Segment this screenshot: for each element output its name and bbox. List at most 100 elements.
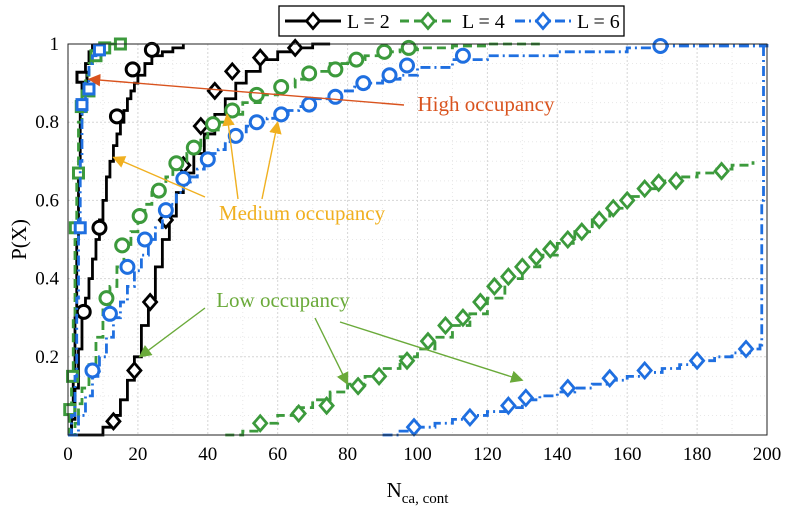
data-point: [454, 308, 472, 328]
data-point: [251, 413, 269, 433]
x-tick-label: 40: [198, 444, 217, 465]
data-point: [304, 11, 322, 31]
data-point: [290, 403, 308, 424]
data-point: [400, 39, 417, 56]
data-point: [667, 171, 685, 191]
data-point: [248, 86, 265, 103]
data-point: [136, 231, 153, 248]
data-point: [131, 208, 148, 225]
legend-label: L = 6: [577, 11, 620, 33]
x-tick-label: 120: [473, 444, 502, 465]
data-point: [157, 202, 174, 219]
data-point: [273, 79, 290, 96]
data-point: [114, 237, 131, 254]
data-point: [73, 221, 87, 235]
data-point: [454, 47, 471, 64]
data-point: [175, 170, 192, 187]
series-l6-low: [382, 44, 765, 437]
data-point: [227, 127, 244, 144]
annotation-arrow: [261, 120, 282, 200]
x-tick-label: 140: [543, 444, 572, 465]
y-tick-label: 0.4: [35, 269, 59, 290]
data-point: [105, 411, 122, 431]
y-tick-label: 0.2: [35, 347, 59, 368]
x-axis-label-subscript: ca, cont: [402, 491, 449, 507]
data-point: [75, 70, 89, 84]
data-point: [82, 82, 96, 96]
data-point: [517, 388, 535, 408]
data-point: [150, 182, 167, 199]
series-layer: [63, 37, 769, 437]
data-point: [419, 11, 437, 31]
x-tick-label: 200: [753, 444, 782, 465]
data-point: [513, 257, 531, 277]
data-point: [500, 267, 517, 287]
series-line: [68, 44, 769, 437]
legend: L = 2 L = 4 L = 6: [278, 5, 625, 37]
data-point: [376, 43, 393, 60]
annotation-layer: High occupancy Medium occupancy Low occupa…: [87, 73, 555, 386]
data-point: [399, 57, 416, 74]
data-point: [273, 106, 290, 123]
legend-box: [278, 5, 625, 37]
legend-label: L = 4: [462, 11, 505, 33]
data-point: [636, 179, 654, 199]
data-point: [91, 219, 108, 236]
data-point: [573, 222, 591, 242]
y-tick-label: 1: [50, 34, 60, 55]
data-point: [143, 41, 160, 58]
data-point: [205, 116, 222, 133]
data-point: [63, 403, 77, 417]
x-tick-label: 20: [128, 444, 147, 465]
data-point: [355, 75, 372, 92]
x-tick-label: 80: [338, 444, 357, 465]
data-point: [590, 210, 608, 230]
series-l2-low: [68, 38, 331, 437]
data-point: [206, 81, 224, 101]
data-point: [559, 378, 577, 398]
data-point: [461, 407, 479, 428]
x-tick-label: 0: [63, 444, 73, 465]
annotation-label: High occupancy: [417, 92, 555, 116]
series-l6-medium: [68, 37, 769, 437]
data-point: [124, 61, 141, 78]
data-point: [601, 368, 619, 388]
annotation-high: High occupancy: [87, 73, 555, 116]
data-point: [92, 43, 106, 57]
data-point: [119, 258, 136, 275]
data-point: [223, 61, 241, 82]
tick-labels: 0 20 40 60 80 100 120 140 160 180 200 0.2 0.4 0.6 0.8 1: [35, 34, 781, 465]
x-axis-label-main: N: [387, 478, 402, 502]
y-tick-label: 0.6: [35, 190, 59, 211]
data-point: [301, 96, 318, 113]
data-point: [84, 362, 101, 379]
data-point: [108, 108, 125, 125]
x-tick-label: 100: [403, 444, 432, 465]
legend-entry: L = 4: [400, 11, 505, 33]
data-point: [301, 65, 318, 82]
data-point: [185, 139, 202, 156]
series-line: [68, 42, 331, 437]
series-l6-high: [68, 43, 106, 437]
annotation-arrow: [339, 321, 524, 383]
y-tick-label: 0.8: [35, 112, 59, 133]
data-point: [604, 198, 622, 218]
data-point: [168, 155, 185, 172]
data-point: [500, 396, 517, 416]
x-tick-label: 160: [613, 444, 642, 465]
data-point: [618, 190, 636, 211]
series-l4-low: [225, 161, 755, 437]
data-point: [101, 305, 118, 322]
data-point: [370, 366, 388, 386]
data-point: [713, 161, 730, 181]
data-point: [737, 339, 755, 359]
annotation-label: Low occupancy: [216, 288, 350, 312]
data-point: [650, 173, 668, 193]
data-point: [199, 151, 216, 168]
annotation-arrow: [112, 156, 206, 198]
data-point: [348, 51, 365, 68]
x-tick-label: 180: [683, 444, 712, 465]
y-axis-label: P(X): [7, 219, 31, 260]
data-point: [98, 290, 115, 307]
